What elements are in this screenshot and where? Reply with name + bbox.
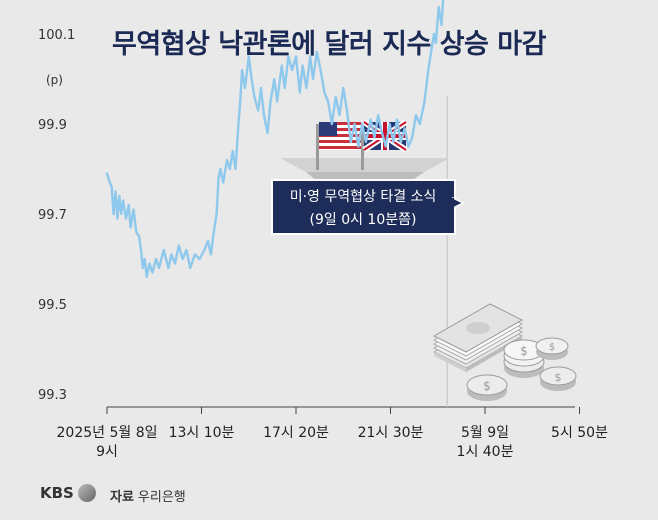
x-tick-label: 9시 bbox=[96, 444, 118, 460]
x-tick-label: 1시 40분 bbox=[457, 444, 514, 460]
y-tick-label: 99.3 bbox=[38, 388, 67, 403]
money-stack-icon bbox=[432, 303, 524, 372]
annotation-callout: 미·영 무역협상 타결 소식 (9일 0시 10분쯤) bbox=[271, 179, 465, 235]
kbs-logo-text: KBS bbox=[40, 484, 74, 502]
x-tick-label: 5월 9일 bbox=[461, 425, 509, 441]
chart-title: 무역협상 낙관론에 달러 지수 상승 마감 bbox=[112, 29, 546, 60]
svg-text:$: $ bbox=[483, 379, 491, 393]
svg-text:$: $ bbox=[520, 344, 528, 358]
kbs-logo-icon bbox=[77, 484, 96, 502]
svg-text:$: $ bbox=[555, 371, 562, 384]
y-tick-label: 100.1 bbox=[38, 28, 75, 43]
annotation-line1: 미·영 무역협상 타결 소식 bbox=[290, 189, 437, 205]
x-tick-label: 5시 50분 bbox=[551, 425, 608, 441]
money-illustration: $ $ $ $ bbox=[432, 303, 577, 401]
y-axis: 99.399.599.799.9100.1100.3100.5100.7100.… bbox=[38, 28, 75, 403]
x-tick-label: 21시 30분 bbox=[358, 425, 424, 441]
source-credit: 자료 우리은행 bbox=[110, 486, 186, 505]
kbs-logo: KBS bbox=[40, 484, 96, 502]
x-axis: 2025년 5월 8일 9시 13시 10분 17시 20분 21시 30분 5월 9일 1… bbox=[57, 406, 608, 460]
x-tick-label: 17시 20분 bbox=[263, 425, 329, 441]
coins-icon: $ $ $ $ bbox=[466, 337, 577, 401]
svg-text:$: $ bbox=[549, 342, 555, 353]
us-flag-icon bbox=[316, 122, 361, 170]
y-unit-label: (p) bbox=[46, 73, 63, 87]
annotation-line2: (9일 0시 10분쯤) bbox=[310, 212, 417, 228]
y-tick-label: 99.9 bbox=[38, 118, 67, 133]
source-name: 우리은행 bbox=[137, 490, 186, 505]
y-tick-label: 99.5 bbox=[38, 298, 67, 313]
y-tick-label: 99.7 bbox=[38, 208, 67, 223]
source-label: 자료 bbox=[110, 490, 134, 505]
x-tick-label: 2025년 5월 8일 bbox=[57, 425, 158, 441]
series-line bbox=[105, 0, 445, 279]
x-tick-label: 13시 10분 bbox=[169, 425, 235, 441]
flags-illustration bbox=[280, 119, 450, 182]
